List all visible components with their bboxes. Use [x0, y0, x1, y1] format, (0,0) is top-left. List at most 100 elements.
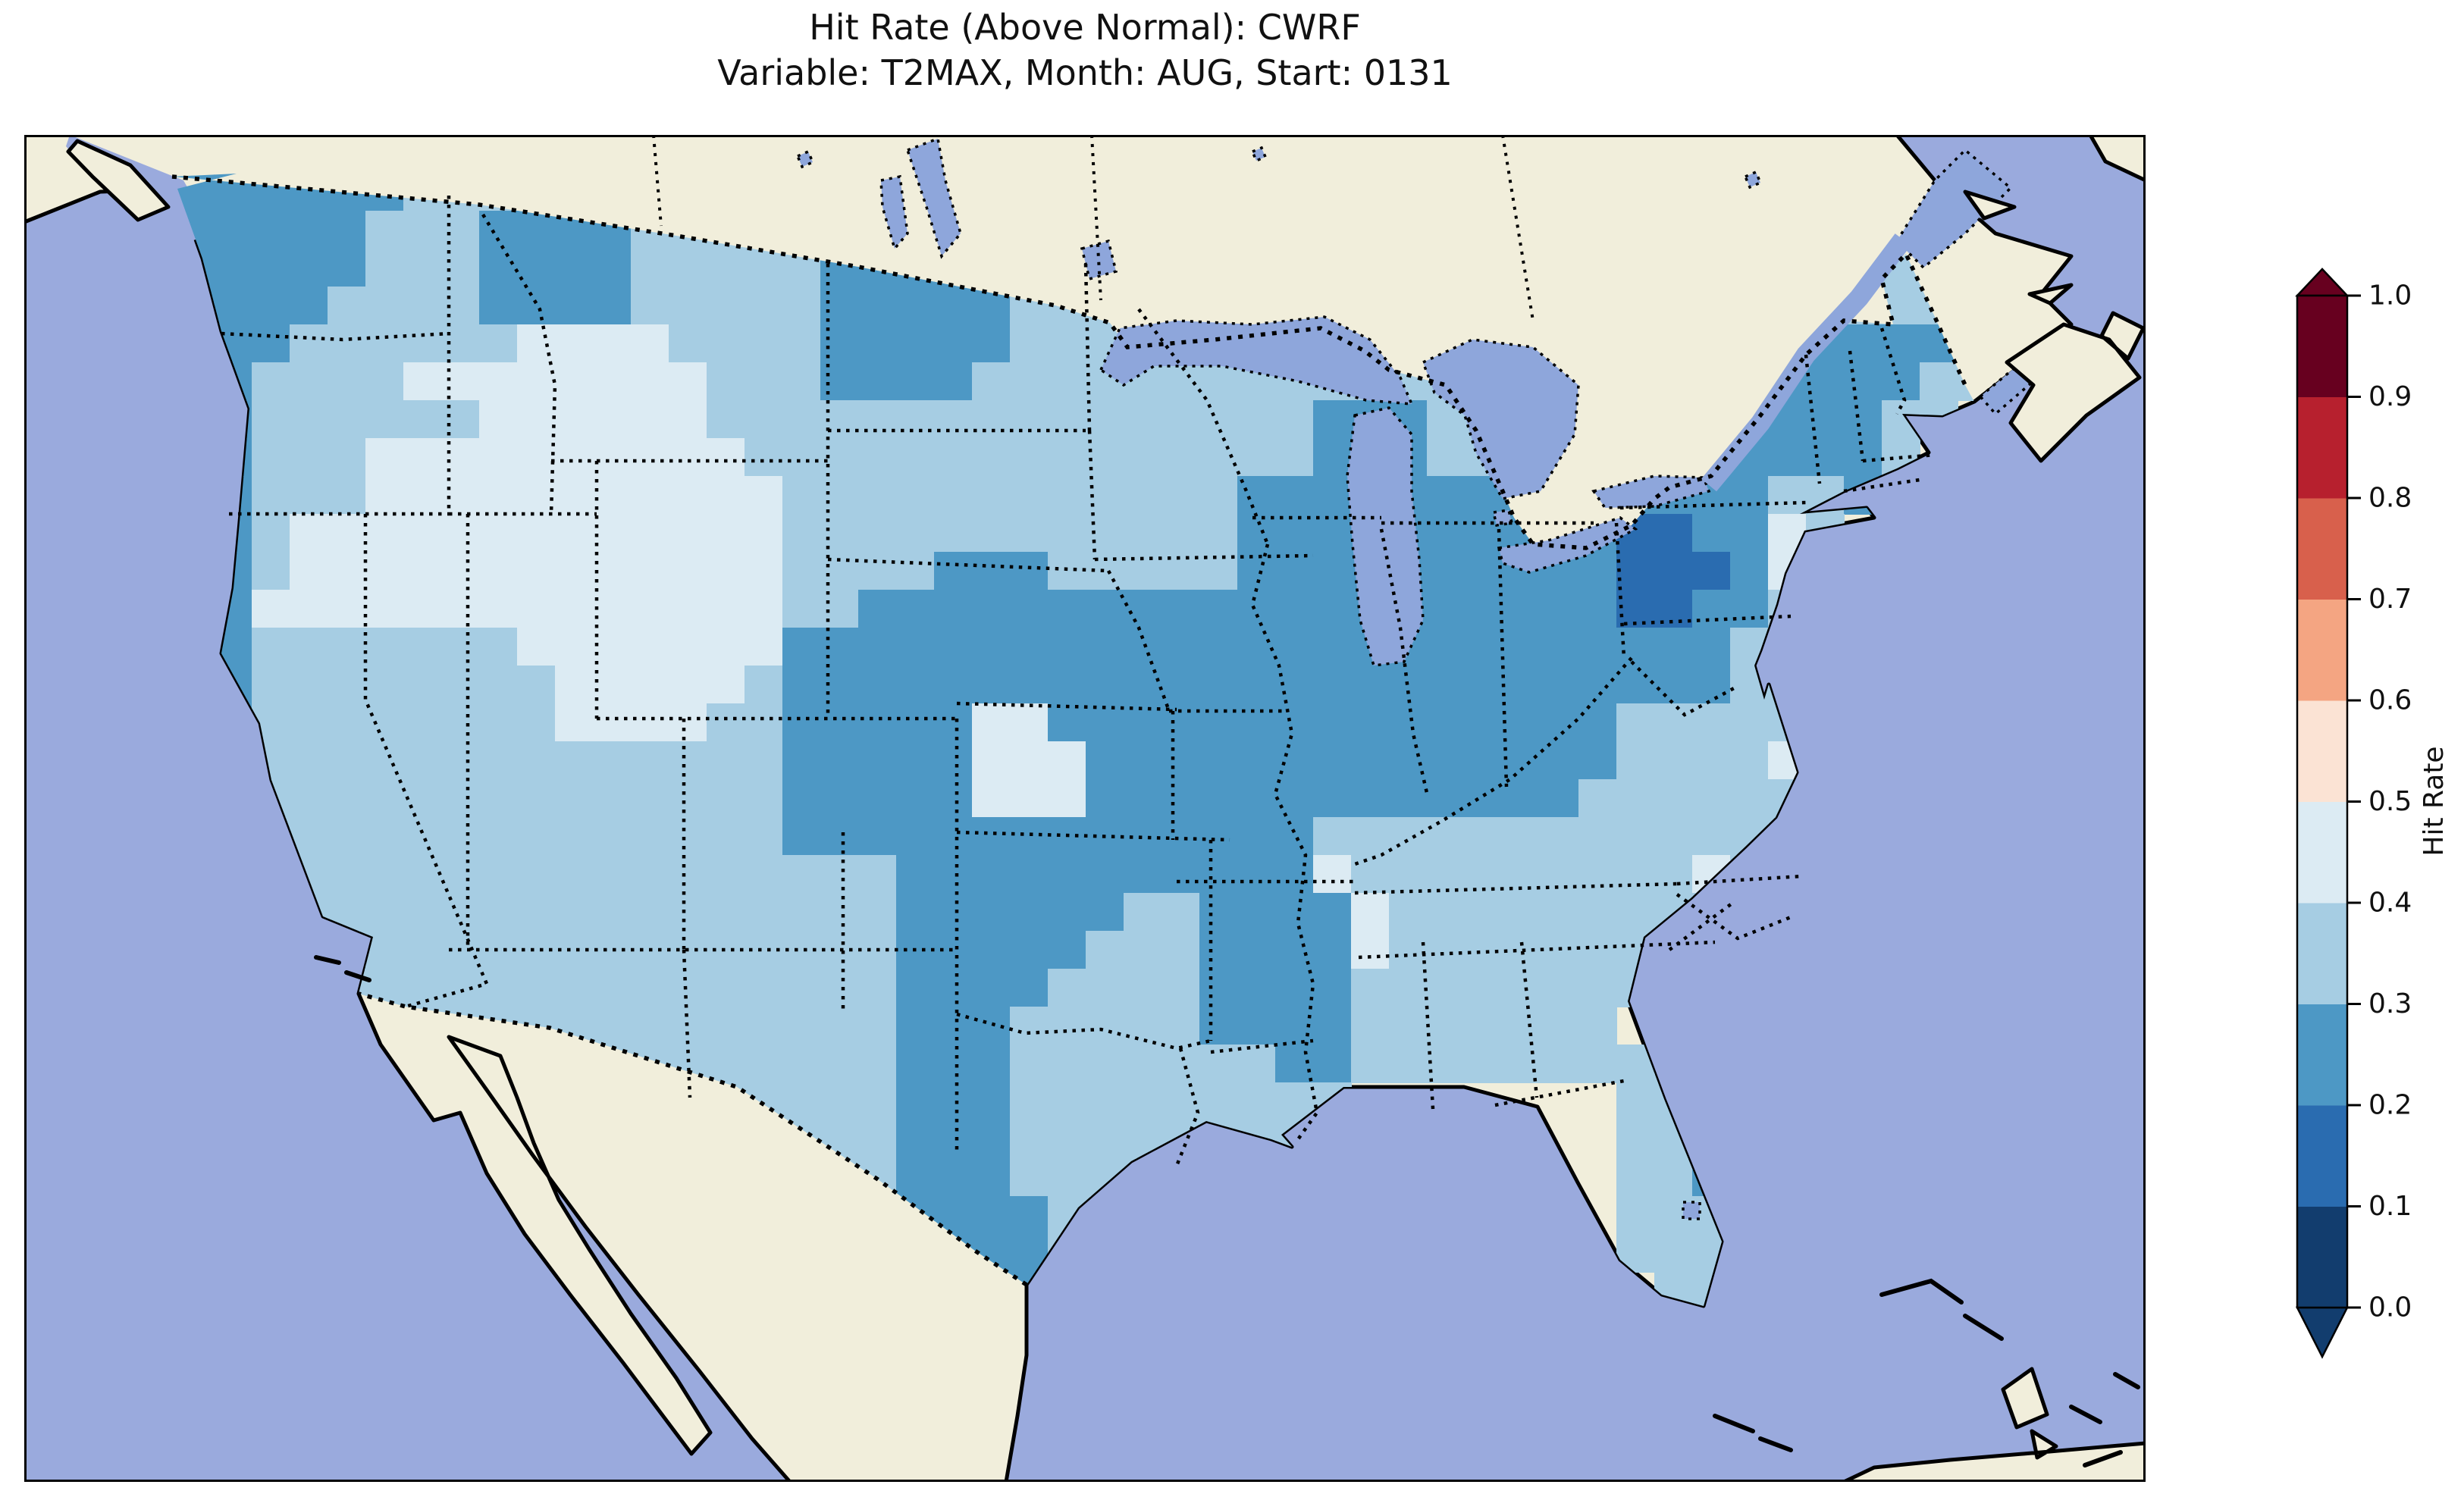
- grid-cell: [252, 438, 290, 477]
- grid-cell: [972, 703, 1011, 742]
- grid-cell: [290, 324, 328, 363]
- grid-cell: [934, 855, 973, 894]
- grid-cell: [1578, 893, 1617, 932]
- grid-cell: [1503, 855, 1541, 894]
- grid-cell: [593, 703, 632, 742]
- grid-cell: [1048, 476, 1086, 515]
- grid-cell: [1654, 741, 1693, 780]
- grid-cell: [669, 514, 707, 553]
- grid-cell: [1086, 1082, 1124, 1121]
- grid-cell: [365, 211, 404, 249]
- grid-cell: [745, 779, 783, 818]
- grid-cell: [1541, 893, 1579, 932]
- grid-cell: [1048, 855, 1086, 894]
- grid-cell: [631, 628, 669, 666]
- grid-cell: [1844, 362, 1882, 401]
- colorbar-extend-under: [2295, 1306, 2350, 1359]
- grid-cell: [1541, 590, 1579, 628]
- colorbar-tick-label: 0.2: [2368, 1090, 2412, 1121]
- grid-cell: [1692, 590, 1731, 628]
- grid-cell: [782, 1007, 821, 1045]
- grid-cell: [365, 779, 404, 818]
- figure-title: Hit Rate (Above Normal): CWRF Variable: …: [24, 5, 2146, 96]
- grid-cell: [972, 1158, 1011, 1197]
- grid-cell: [328, 628, 366, 666]
- grid-cell: [290, 628, 328, 666]
- grid-cell: [1161, 969, 1200, 1007]
- grid-cell: [896, 1158, 935, 1197]
- grid-cell: [1199, 400, 1238, 439]
- grid-cell: [782, 1045, 821, 1083]
- grid-cell: [441, 893, 480, 932]
- grid-cell: [1313, 1007, 1352, 1045]
- grid-cell: [1351, 931, 1390, 969]
- grid-cell: [1048, 1007, 1086, 1045]
- grid-cell: [365, 514, 404, 553]
- grid-cell: [1275, 817, 1314, 856]
- colorbar-tick-label: 0.8: [2368, 483, 2412, 514]
- grid-cell: [1427, 552, 1466, 590]
- grid-cell: [1237, 779, 1276, 818]
- colorbar-tick-label: 0.7: [2368, 584, 2412, 615]
- grid-cell: [631, 666, 669, 704]
- grid-cell: [441, 287, 480, 325]
- grid-cell: [1616, 552, 1655, 590]
- islands: [66, 135, 2146, 1482]
- grid-cell: [593, 1007, 632, 1045]
- grid-cell: [669, 438, 707, 477]
- grid-cell: [1692, 666, 1731, 704]
- grid-cell: [1654, 590, 1693, 628]
- title-line-2: Variable: T2MAX, Month: AUG, Start: 0131: [717, 52, 1453, 93]
- grid-cell: [1124, 476, 1162, 515]
- grid-cell: [1275, 855, 1314, 894]
- grid-cell: [1161, 628, 1200, 666]
- grid-cell: [1275, 438, 1314, 477]
- grid-cell: [1124, 628, 1162, 666]
- grid-cell: [858, 666, 897, 704]
- colorbar-tick-label: 0.0: [2368, 1292, 2412, 1323]
- grid-cell: [517, 779, 556, 818]
- grid-cell: [1351, 893, 1390, 932]
- colorbar-extend-over: [2295, 268, 2350, 297]
- grid-cell: [745, 400, 783, 439]
- grid-cell: [1048, 741, 1086, 780]
- grid-cell: [669, 855, 707, 894]
- grid-cell: [593, 249, 632, 287]
- grid-cell: [1351, 779, 1390, 818]
- grid-cell: [669, 893, 707, 932]
- grid-cell: [1199, 362, 1238, 401]
- grid-cell: [896, 855, 935, 894]
- grid-cell: [820, 969, 859, 1007]
- grid-cell: [934, 1120, 973, 1159]
- grid-cell: [403, 703, 442, 742]
- grid-cell: [745, 438, 783, 477]
- grid-cell: [479, 666, 518, 704]
- grid-cell: [1616, 1120, 1655, 1159]
- grid-cell: [328, 249, 366, 287]
- grid-cell: [517, 817, 556, 856]
- grid-cell: [479, 249, 518, 287]
- grid-cell: [1351, 817, 1390, 856]
- grid-cell: [1199, 741, 1238, 780]
- grid-cell: [214, 287, 252, 325]
- grid-cell: [1806, 438, 1845, 477]
- grid-cell: [555, 476, 594, 515]
- grid-cell: [365, 552, 404, 590]
- grid-cell: [1124, 969, 1162, 1007]
- grid-cell: [555, 249, 594, 287]
- grid-cell: [441, 438, 480, 477]
- grid-cell: [1427, 931, 1466, 969]
- grid-cell: [1124, 1045, 1162, 1083]
- grid-cell: [1503, 1045, 1541, 1083]
- grid-cell: [896, 666, 935, 704]
- grid-cell: [1048, 969, 1086, 1007]
- grid-cell: [972, 324, 1011, 363]
- grid-cell: [290, 400, 328, 439]
- grid-cell: [441, 249, 480, 287]
- grid-cell: [593, 287, 632, 325]
- grid-cell: [1465, 703, 1503, 742]
- grid-cell: [1351, 1045, 1390, 1083]
- grid-cell: [290, 211, 328, 249]
- grid-cell: [745, 362, 783, 401]
- grid-cell: [1541, 741, 1579, 780]
